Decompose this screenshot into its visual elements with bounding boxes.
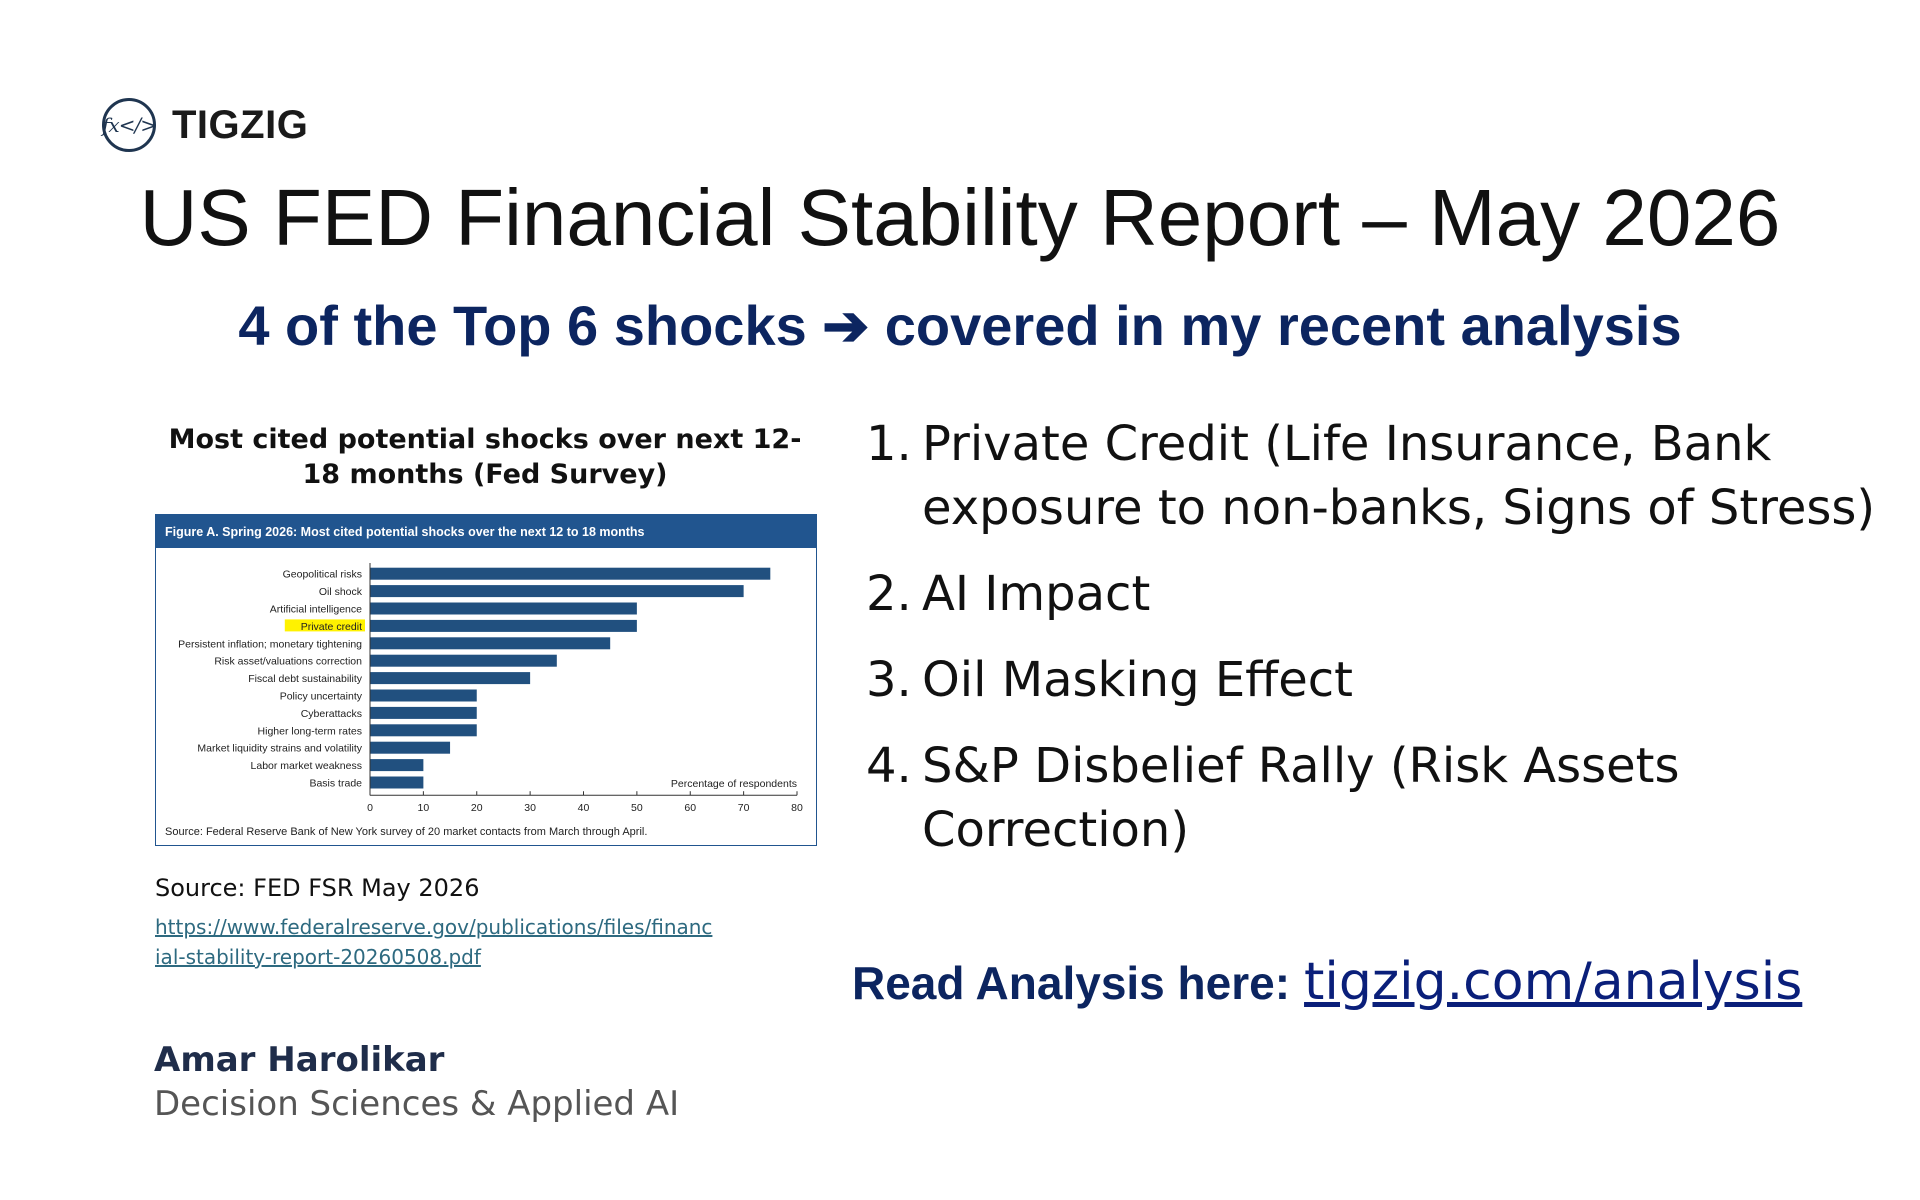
- shock-list: 1. Private Credit (Life Insurance, Bank …: [866, 412, 1886, 884]
- category-label: Fiscal debt sustainability: [248, 673, 363, 685]
- bar: [370, 689, 477, 702]
- category-label: Higher long-term rates: [258, 725, 362, 737]
- shocks-chart: Figure A. Spring 2026: Most cited potent…: [155, 514, 817, 846]
- bar: [370, 706, 477, 719]
- chart-title: Figure A. Spring 2026: Most cited potent…: [165, 525, 645, 539]
- analysis-link[interactable]: tigzig.com/analysis: [1304, 952, 1803, 1012]
- list-item: 3. Oil Masking Effect: [866, 648, 1886, 712]
- category-label: Oil shock: [319, 586, 363, 598]
- list-item-text: Oil Masking Effect: [922, 652, 1353, 708]
- category-label: Policy uncertainty: [280, 691, 363, 703]
- bar: [370, 567, 771, 580]
- category-label: Market liquidity strains and volatility: [197, 743, 362, 755]
- list-item-number: 2.: [866, 566, 912, 622]
- bar: [370, 654, 557, 667]
- bar: [370, 672, 531, 685]
- fx-logo-icon: fx</>: [102, 98, 157, 152]
- page-title: US FED Financial Stability Report – May …: [139, 173, 1781, 262]
- brand-name: TIGZIG: [172, 102, 309, 147]
- shocks-chart-svg: Figure A. Spring 2026: Most cited potent…: [155, 514, 817, 846]
- list-item-text: Private Credit (Life Insurance, Bank exp…: [922, 416, 1876, 536]
- chart-source: Source: Federal Reserve Bank of New York…: [165, 826, 647, 838]
- x-tick-label: 30: [524, 802, 536, 814]
- x-tick-label: 20: [471, 802, 483, 814]
- category-label: Geopolitical risks: [283, 569, 362, 581]
- read-analysis: Read Analysis here: tigzig.com/analysis: [852, 952, 1802, 1012]
- source-label: Source: FED FSR May 2026: [155, 874, 480, 902]
- bar: [370, 741, 451, 754]
- bar: [370, 724, 477, 737]
- category-label: Risk asset/valuations correction: [214, 656, 362, 668]
- x-tick-label: 0: [367, 802, 373, 814]
- category-label: Private credit: [301, 621, 362, 633]
- x-tick-label: 60: [684, 802, 696, 814]
- bar: [370, 619, 637, 632]
- bar: [370, 759, 424, 772]
- source-link[interactable]: https://www.federalreserve.gov/publicati…: [155, 915, 713, 969]
- page-subtitle: 4 of the Top 6 shocks ➔ covered in my re…: [238, 294, 1682, 357]
- category-label: Persistent inflation; monetary tightenin…: [178, 638, 362, 650]
- x-tick-label: 40: [578, 802, 590, 814]
- chart-heading: Most cited potential shocks over next 12…: [168, 424, 802, 490]
- x-tick-label: 10: [418, 802, 430, 814]
- x-tick-label: 80: [791, 802, 803, 814]
- category-label: Artificial intelligence: [270, 604, 362, 616]
- category-label: Cyberattacks: [301, 708, 362, 720]
- list-item-text: AI Impact: [922, 566, 1151, 622]
- bar: [370, 637, 611, 650]
- bar: [370, 602, 637, 615]
- list-item-number: 4.: [866, 738, 912, 794]
- list-item: 4. S&P Disbelief Rally (Risk Assets Corr…: [866, 734, 1886, 862]
- list-item: 2. AI Impact: [866, 562, 1886, 626]
- bar: [370, 585, 744, 598]
- category-label: Basis trade: [309, 778, 362, 790]
- list-item-text: S&P Disbelief Rally (Risk Assets Correct…: [922, 738, 1680, 858]
- read-analysis-label: Read Analysis here:: [852, 957, 1291, 1009]
- bar: [370, 776, 424, 789]
- category-highlight: [284, 619, 365, 632]
- list-item-number: 3.: [866, 652, 912, 708]
- author-name: Amar Harolikar: [154, 1040, 445, 1080]
- chart-header-band: [155, 514, 817, 548]
- brand-logo: fx</> TIGZIG: [102, 98, 308, 152]
- list-item: 1. Private Credit (Life Insurance, Bank …: [866, 412, 1886, 540]
- x-tick-label: 50: [631, 802, 643, 814]
- x-axis-label: Percentage of respondents: [671, 778, 797, 790]
- author-role: Decision Sciences & Applied AI: [154, 1084, 680, 1124]
- category-label: Labor market weakness: [251, 760, 362, 772]
- x-tick-label: 70: [738, 802, 750, 814]
- list-item-number: 1.: [866, 416, 912, 472]
